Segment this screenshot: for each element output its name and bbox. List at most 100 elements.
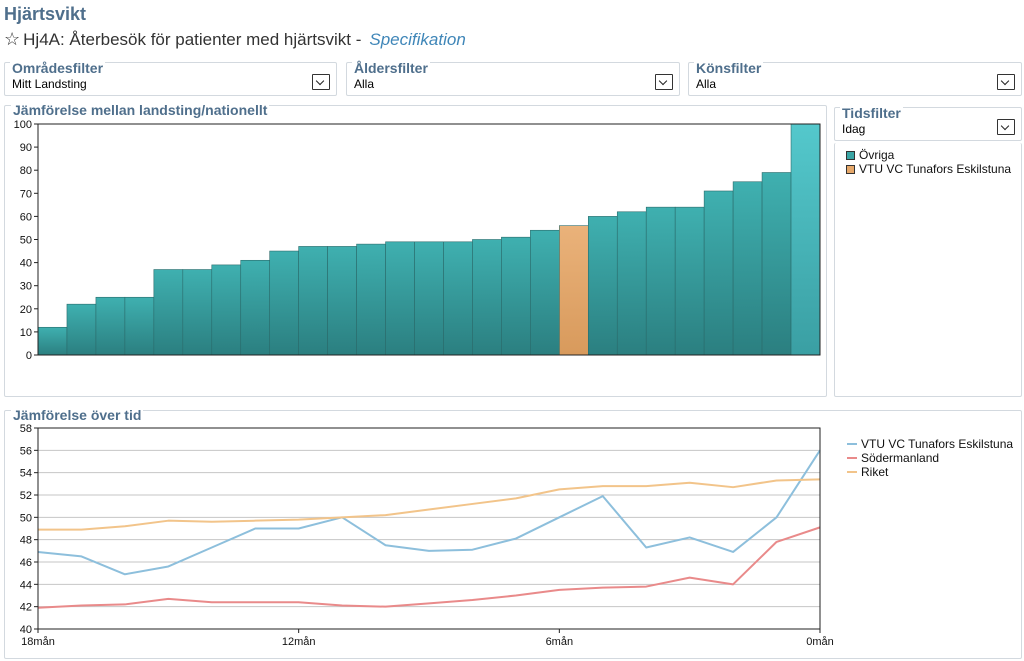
bar-y-tick-label-50: 50 [20, 235, 32, 247]
page-title: Hjärtsvikt [4, 4, 87, 24]
line-legend-swatch-region [847, 457, 857, 459]
line-y-tick-label-40: 40 [20, 624, 32, 636]
bar-legend-swatch-highlight [846, 164, 855, 174]
line-legend-label-region: Södermanland [861, 451, 940, 465]
bar-16 [501, 236, 531, 356]
bar-6 [211, 264, 242, 356]
bar-24 [732, 181, 763, 356]
favorite-star-icon[interactable]: ☆ [4, 29, 21, 49]
specification-link[interactable]: Specifikation [369, 30, 466, 49]
area-filter-value[interactable]: Mitt Landsting [12, 77, 87, 91]
bar-legend-label-highlight: VTU VC Tunafors Eskilstuna [859, 162, 1012, 176]
bar-y-tick-label-90: 90 [20, 142, 32, 154]
bar-legend-label-others: Övriga [859, 148, 895, 162]
line-legend: VTU VC Tunafors Eskilstuna Södermanland … [847, 437, 1013, 479]
bar-3 [124, 296, 155, 356]
bar-26 [790, 123, 821, 356]
bar-y-tick-label-100: 100 [14, 119, 32, 131]
bar-12 [385, 241, 415, 356]
bar-y-tick-label-30: 30 [20, 281, 32, 293]
line-legend-item-nation: Riket [847, 465, 1013, 479]
bar-25 [761, 172, 792, 356]
age-filter-label: Åldersfilter [352, 60, 430, 76]
bar-y-tick-label-70: 70 [20, 188, 32, 200]
line-y-tick-label-56: 56 [20, 445, 32, 457]
time-filter[interactable]: Tidsfilter Idag [834, 105, 1022, 141]
line-y-tick-label-44: 44 [20, 579, 32, 591]
area-filter[interactable]: Områdesfilter Mitt Landsting [4, 60, 337, 96]
bar-10 [327, 246, 357, 356]
line-y-tick-label-52: 52 [20, 490, 32, 502]
bar-22 [674, 206, 705, 356]
bar-y-tick-label-40: 40 [20, 258, 32, 270]
bar-y-tick-label-80: 80 [20, 165, 32, 177]
bar-y-tick-label-10: 10 [20, 327, 32, 339]
line-legend-swatch-unit [847, 443, 857, 445]
bar-14 [443, 241, 473, 356]
age-filter-dropdown-icon[interactable] [655, 74, 673, 90]
line-x-tick-label-2: 6mån [546, 636, 574, 648]
line-series-1 [37, 526, 821, 609]
line-plot-frame [37, 427, 821, 630]
time-filter-value[interactable]: Idag [842, 122, 866, 136]
line-legend-label-nation: Riket [861, 465, 889, 479]
indicator-title: Hj4A: Återbesök för patienter med hjärts… [23, 30, 362, 49]
gender-filter-value[interactable]: Alla [696, 77, 717, 91]
line-series-0 [37, 449, 821, 576]
line-x-tick-label-3: 0mån [806, 636, 834, 648]
area-filter-dropdown-icon[interactable] [312, 74, 330, 90]
line-legend-label-unit: VTU VC Tunafors Eskilstuna [861, 437, 1014, 451]
line-y-tick-label-46: 46 [20, 557, 32, 569]
time-filter-dropdown-icon[interactable] [997, 119, 1015, 135]
gender-filter-label: Könsfilter [694, 60, 764, 76]
bar-7 [240, 259, 271, 356]
time-comparison-panel-title: Jämförelse över tid [11, 407, 144, 423]
bar-legend-panel [834, 143, 1022, 397]
bar-9 [298, 246, 328, 356]
line-legend-item-region: Södermanland [847, 451, 1013, 465]
bar-4 [153, 269, 184, 356]
line-series-2 [38, 478, 821, 531]
line-x-tick-label-0: 18mån [21, 636, 55, 648]
bar-23 [703, 190, 734, 356]
bar-13 [414, 241, 444, 356]
bar-8 [269, 250, 299, 356]
bar-0 [37, 326, 68, 356]
gender-filter[interactable]: Könsfilter Alla [688, 60, 1022, 96]
bar-5 [182, 269, 213, 356]
line-y-tick-label-42: 42 [20, 602, 32, 614]
bar-y-tick-label-60: 60 [20, 211, 32, 223]
bar-18 [559, 225, 589, 356]
bar-11 [356, 243, 386, 356]
bar-17 [530, 229, 560, 356]
bar-legend-item-others: Övriga [846, 148, 1011, 162]
line-y-tick-label-54: 54 [20, 468, 32, 480]
age-filter-value[interactable]: Alla [354, 77, 375, 91]
line-chart: 40 42 44 46 48 50 52 54 56 58 18mån 12mån 6mån 0mån [20, 423, 834, 648]
bar-21 [645, 206, 676, 356]
bar-legend-item-highlight: VTU VC Tunafors Eskilstuna [846, 162, 1011, 176]
bar-20 [616, 211, 647, 356]
bar-y-tick-label-0: 0 [26, 350, 32, 362]
bar-2 [95, 296, 126, 356]
line-y-tick-label-48: 48 [20, 535, 32, 547]
line-x-tick-label-1: 12mån [282, 636, 316, 648]
gender-filter-dropdown-icon[interactable] [997, 74, 1015, 90]
bar-legend-swatch-others [846, 150, 855, 160]
bar-19 [587, 216, 618, 356]
bar-15 [472, 239, 502, 356]
time-filter-label: Tidsfilter [840, 105, 903, 121]
time-comparison-panel: Jämförelse över tid [4, 407, 1022, 659]
age-filter[interactable]: Åldersfilter Alla [346, 60, 680, 96]
area-filter-label: Områdesfilter [10, 60, 106, 76]
bar-chart: 0 10 20 30 40 50 60 70 80 90 100 [14, 119, 821, 362]
comparison-panel-title: Jämförelse mellan landsting/nationellt [11, 102, 270, 118]
bar-y-tick-label-20: 20 [20, 304, 32, 316]
line-y-tick-label-50: 50 [20, 512, 32, 524]
bar-1 [66, 303, 97, 356]
bar-legend: Övriga VTU VC Tunafors Eskilstuna [846, 148, 1011, 176]
line-legend-swatch-nation [847, 471, 857, 473]
line-y-tick-label-58: 58 [20, 423, 32, 435]
indicator-header: ☆ Hj4A: Återbesök för patienter med hjärt… [4, 29, 466, 51]
line-legend-item-unit: VTU VC Tunafors Eskilstuna [847, 437, 1013, 451]
